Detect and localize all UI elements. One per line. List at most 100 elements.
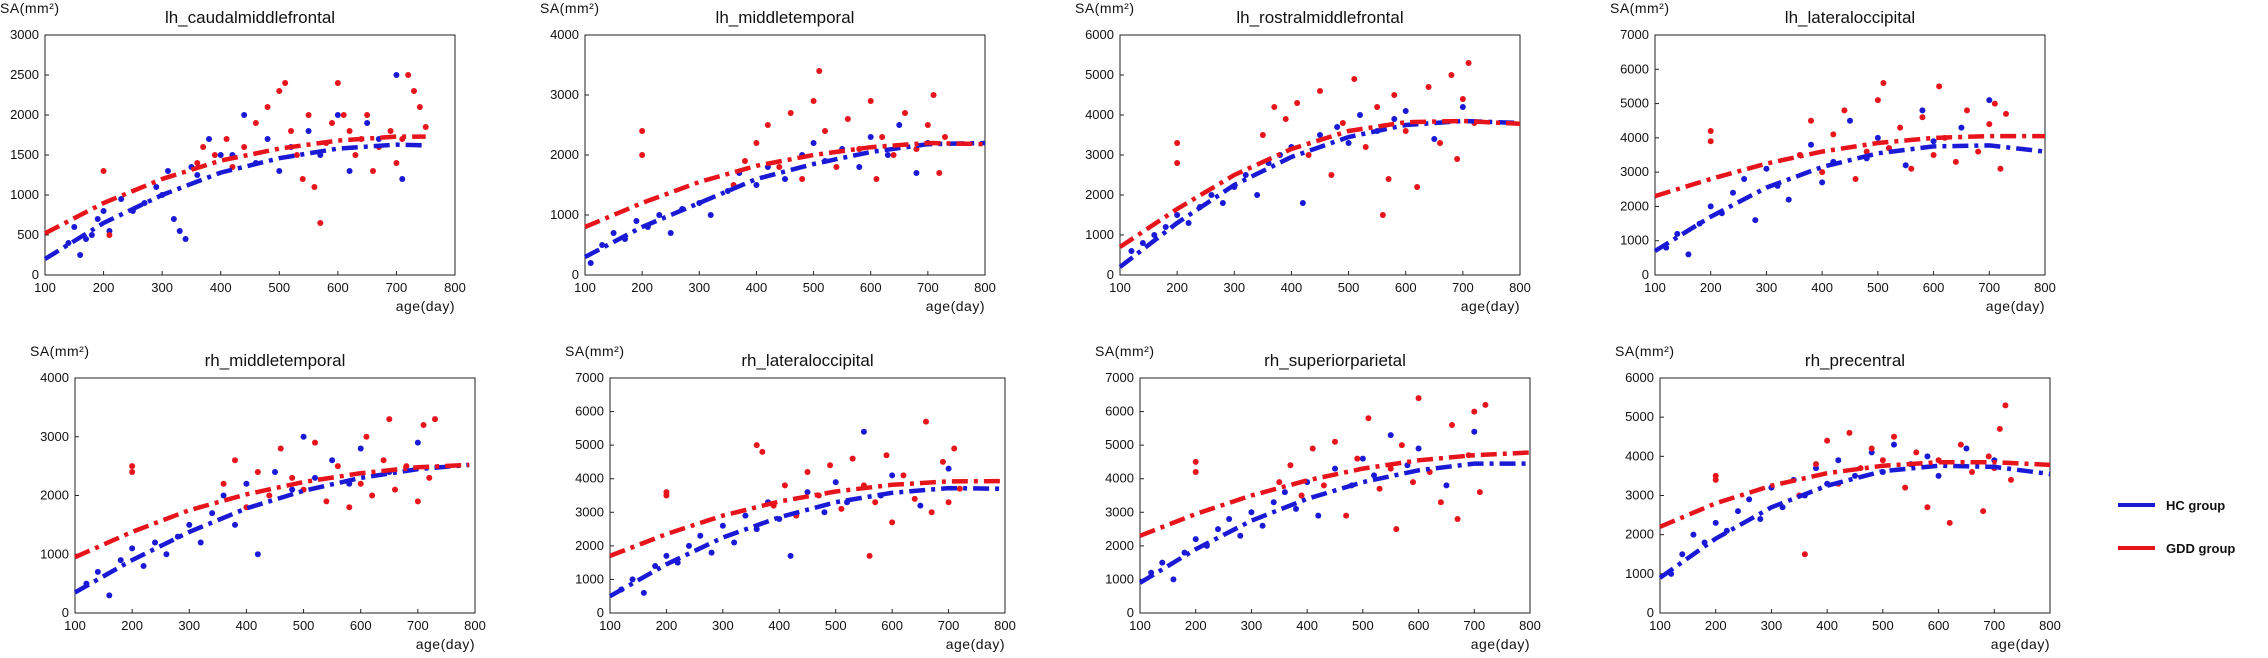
hc-point <box>1242 172 1249 178</box>
hc-point <box>742 512 749 519</box>
gdd-point <box>352 152 359 158</box>
gdd-point <box>2008 476 2014 483</box>
hc-point <box>1219 200 1226 206</box>
gdd-point <box>764 122 771 128</box>
gdd-point <box>1410 479 1416 486</box>
x-tick-label: 600 <box>881 618 903 633</box>
x-tick-label: 200 <box>93 280 115 295</box>
x-tick-label: 800 <box>1509 280 1531 295</box>
hc-point <box>1746 496 1753 503</box>
gdd-point <box>312 439 318 446</box>
gdd-point <box>867 98 874 104</box>
gdd-point <box>194 160 201 166</box>
hc-point <box>1963 445 1970 452</box>
hc-point <box>629 576 636 583</box>
chart-panels: lh_caudalmiddlefrontal SA(mm²) age(day) 100… <box>0 0 2061 652</box>
hc-point <box>753 182 760 188</box>
gdd-point <box>346 128 353 134</box>
gdd-point <box>305 112 312 118</box>
hc-point <box>782 176 788 182</box>
y-tick-label: 2000 <box>1105 538 1134 553</box>
x-tick-label: 300 <box>1241 618 1263 633</box>
x-tick-label: 300 <box>151 280 173 295</box>
hc-point <box>663 552 670 559</box>
hc-point <box>1259 522 1266 529</box>
x-tick-label: 200 <box>1705 618 1727 633</box>
x-tick-label: 200 <box>1700 280 1722 295</box>
y-tick-label: 3000 <box>40 429 69 444</box>
gdd-point <box>1476 489 1483 496</box>
x-tick-label: 100 <box>1109 280 1131 295</box>
y-tick-label: 4000 <box>1620 130 1649 145</box>
gdd-point <box>232 457 238 464</box>
x-axis-label: age(day) <box>1461 298 1520 314</box>
hc-point <box>804 489 811 496</box>
chart-title: rh_superiorparietal <box>1264 351 1406 370</box>
gdd-point <box>939 458 946 465</box>
gdd-point <box>1309 445 1316 452</box>
hc-point <box>163 551 170 558</box>
gdd-point <box>317 220 324 226</box>
gdd-point <box>393 160 400 166</box>
y-axis-label: SA(mm²) <box>540 0 600 16</box>
gdd-point <box>1707 128 1714 134</box>
gdd-point <box>1991 100 1998 107</box>
y-axis-label: SA(mm²) <box>565 343 625 359</box>
y-tick-label: 0 <box>32 267 39 282</box>
y-tick-label: 0 <box>1107 267 1114 282</box>
x-tick-label: 400 <box>1296 618 1318 633</box>
y-tick-label: 1000 <box>575 571 604 586</box>
hc-point <box>305 128 312 134</box>
hc-point <box>118 196 125 202</box>
x-axis-label: age(day) <box>1471 636 1530 652</box>
gdd-point <box>1379 212 1386 218</box>
gdd-point <box>1919 114 1926 121</box>
gdd-point <box>883 452 890 459</box>
x-tick-label: 100 <box>1649 618 1671 633</box>
hc-point <box>1679 551 1686 558</box>
gdd-point <box>1824 437 1831 444</box>
x-tick-label: 700 <box>938 618 960 633</box>
y-tick-label: 3000 <box>10 27 39 42</box>
hc-point <box>1357 112 1363 118</box>
hc-point <box>913 170 920 176</box>
gdd-point <box>1343 512 1350 519</box>
gdd-point <box>872 499 879 506</box>
hc-point <box>1208 192 1215 198</box>
hc-point <box>1293 505 1299 512</box>
chart-title: rh_precentral <box>1805 351 1905 370</box>
hc-point <box>1852 472 1858 479</box>
gdd-point <box>639 128 646 134</box>
gdd-point <box>1425 84 1432 90</box>
hc-point <box>719 522 726 529</box>
gdd-point <box>1271 104 1278 110</box>
gdd-point <box>299 176 306 182</box>
x-tick-label: 400 <box>768 618 790 633</box>
gdd-point <box>1402 128 1409 134</box>
hc-point <box>71 224 78 230</box>
gdd-point <box>1980 508 1987 515</box>
hc-point <box>640 589 647 596</box>
hc-point <box>1359 455 1366 462</box>
hc-point <box>633 218 640 224</box>
gdd-point <box>849 455 856 462</box>
x-tick-label: 200 <box>121 618 143 633</box>
x-tick-label: 300 <box>1756 280 1778 295</box>
gdd-point <box>1354 455 1361 462</box>
gdd-point <box>276 88 283 94</box>
gdd-point <box>1385 176 1392 182</box>
y-tick-label: 3000 <box>575 504 604 519</box>
y-tick-label: 6000 <box>1625 370 1654 385</box>
x-axis-label: age(day) <box>416 636 475 652</box>
x-tick-label: 700 <box>1452 280 1474 295</box>
hc-point <box>129 545 136 552</box>
legend-hc-label: HC group <box>2166 498 2225 513</box>
gdd-point <box>106 232 113 238</box>
gdd-point <box>346 504 353 511</box>
y-tick-label: 5000 <box>1620 96 1649 111</box>
x-tick-label: 800 <box>1519 618 1541 633</box>
x-tick-label: 500 <box>293 618 315 633</box>
gdd-point <box>753 442 760 449</box>
y-tick-label: 4000 <box>550 27 579 42</box>
gdd-point <box>1471 408 1478 415</box>
